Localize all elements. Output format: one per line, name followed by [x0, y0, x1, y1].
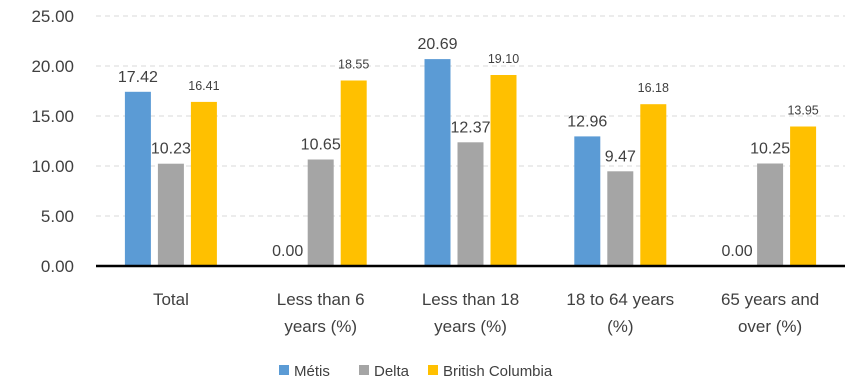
data-label: 9.47 — [605, 148, 636, 165]
bar-british-columbia — [790, 126, 817, 266]
bar-delta — [157, 163, 184, 266]
y-tick-label: 20.00 — [31, 57, 74, 76]
bar-delta — [307, 159, 334, 266]
y-tick-label: 0.00 — [41, 257, 74, 276]
data-label: 16.41 — [188, 79, 219, 93]
x-tick-label: Less than 6 — [277, 290, 365, 309]
x-tick-label: Less than 18 — [422, 290, 519, 309]
data-label: 18.55 — [338, 58, 369, 72]
x-tick-label: years (%) — [434, 317, 507, 336]
y-tick-label: 5.00 — [41, 207, 74, 226]
data-label: 10.23 — [151, 141, 191, 158]
legend-label: Delta — [374, 363, 410, 380]
y-tick-label: 10.00 — [31, 157, 74, 176]
bars — [124, 59, 817, 267]
bar-british-columbia — [640, 104, 667, 266]
bar-british-columbia — [190, 101, 217, 267]
legend-label: Métis — [294, 363, 330, 380]
x-tick-label: (%) — [607, 317, 633, 336]
data-label: 10.65 — [301, 137, 341, 154]
bar-m-tis — [574, 136, 601, 266]
y-axis: 0.00 5.00 10.00 15.00 20.00 25.00 — [31, 7, 74, 276]
data-label: 10.25 — [750, 141, 790, 158]
bar-british-columbia — [490, 75, 517, 266]
data-labels: 17.42 10.23 16.41 0.00 10.65 18.55 20.69 12.37 1… — [118, 36, 819, 260]
bar-m-tis — [124, 91, 151, 266]
data-label: 13.95 — [787, 104, 818, 118]
bar-delta — [607, 171, 634, 266]
data-label: 19.10 — [488, 52, 519, 66]
x-tick-label: over (%) — [738, 317, 802, 336]
bar-delta — [757, 163, 784, 266]
legend-swatch — [359, 365, 369, 375]
legend: Métis Delta British Columbia — [279, 363, 553, 380]
y-tick-label: 15.00 — [31, 107, 74, 126]
bar-m-tis — [424, 59, 451, 266]
x-tick-label: 18 to 64 years — [566, 290, 674, 309]
bar-british-columbia — [340, 80, 367, 266]
data-label: 20.69 — [417, 36, 457, 53]
legend-swatch — [428, 365, 438, 375]
y-tick-label: 25.00 — [31, 7, 74, 26]
data-label: 0.00 — [272, 243, 303, 260]
data-label: 0.00 — [722, 243, 753, 260]
data-label: 12.37 — [450, 119, 490, 136]
legend-swatch — [279, 365, 289, 375]
data-label: 12.96 — [567, 113, 607, 130]
data-label: 17.42 — [118, 69, 158, 86]
gridlines — [96, 15, 845, 217]
data-label: 16.18 — [638, 81, 669, 95]
x-tick-label: 65 years and — [721, 290, 819, 309]
bar-delta — [457, 142, 484, 266]
legend-label: British Columbia — [443, 363, 553, 380]
x-tick-label: years (%) — [284, 317, 357, 336]
x-tick-label: Total — [153, 290, 189, 309]
x-axis: Total Less than 6 years (%) Less than 18 yea… — [153, 290, 819, 336]
